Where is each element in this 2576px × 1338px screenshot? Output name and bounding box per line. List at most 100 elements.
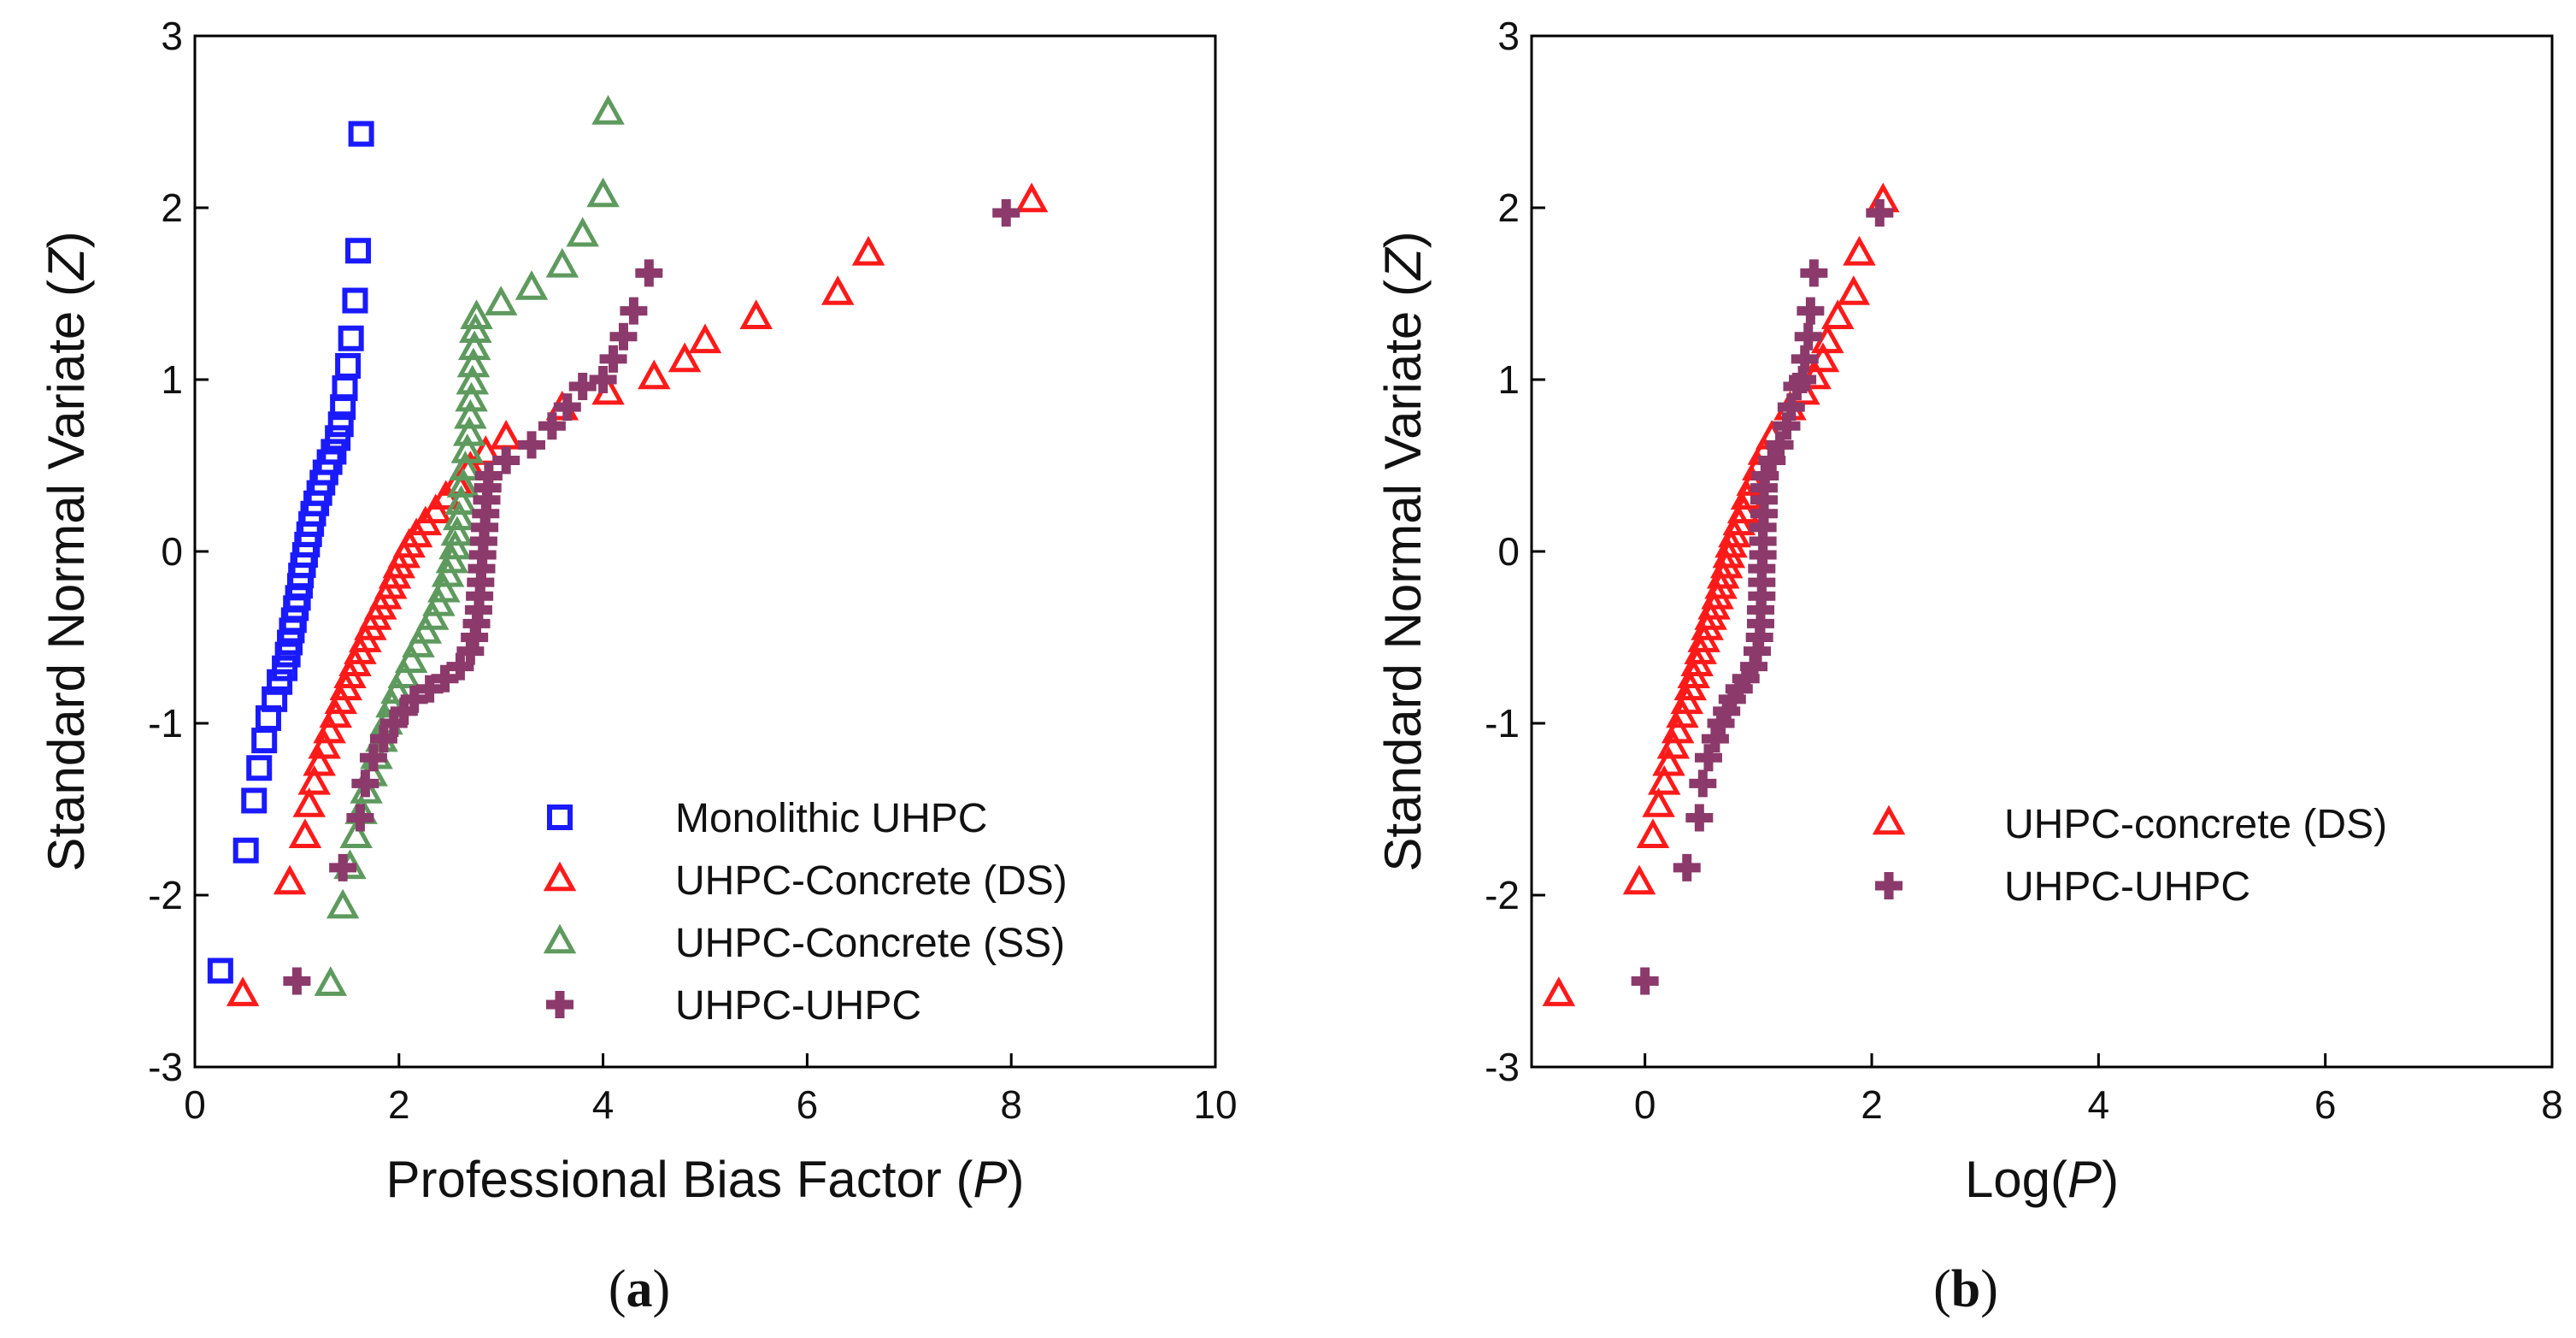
data-point bbox=[620, 297, 648, 325]
data-point bbox=[1866, 199, 1894, 227]
x-tick-label: 10 bbox=[1193, 1082, 1237, 1127]
data-point bbox=[1707, 710, 1735, 737]
data-point bbox=[321, 439, 347, 465]
data-point bbox=[461, 623, 489, 651]
data-point bbox=[1718, 685, 1746, 713]
y-tick-label: -1 bbox=[1485, 701, 1520, 746]
data-point bbox=[635, 259, 663, 287]
y-tick-label: -3 bbox=[148, 1045, 183, 1089]
data-point bbox=[273, 864, 307, 895]
legend-marker bbox=[546, 991, 573, 1018]
y-tick-label: 1 bbox=[1497, 357, 1520, 402]
data-point bbox=[369, 725, 397, 753]
data-point bbox=[851, 235, 885, 266]
data-point bbox=[303, 746, 336, 776]
data-point bbox=[267, 669, 293, 695]
data-point bbox=[435, 543, 469, 574]
data-point bbox=[313, 713, 346, 744]
data-point bbox=[246, 755, 273, 781]
legend-label: UHPC-Concrete (SS) bbox=[675, 921, 1065, 966]
legend: UHPC-concrete (DS) UHPC-UHPC bbox=[1872, 802, 2387, 910]
data-point bbox=[1661, 713, 1695, 744]
data-point bbox=[1750, 499, 1778, 528]
data-point bbox=[688, 323, 722, 354]
data-point bbox=[324, 684, 357, 715]
data-point bbox=[599, 345, 627, 373]
series-uhpc-uhpc bbox=[1631, 199, 1894, 995]
data-point bbox=[335, 352, 362, 379]
data-point bbox=[1746, 596, 1774, 624]
data-point bbox=[820, 275, 855, 305]
y-tick-label: -3 bbox=[1485, 1045, 1520, 1089]
data-point bbox=[1732, 664, 1760, 693]
data-point bbox=[1694, 744, 1722, 772]
y-tick-label: 3 bbox=[1497, 14, 1520, 58]
data-point bbox=[455, 381, 488, 412]
data-point bbox=[251, 728, 278, 754]
data-point bbox=[379, 710, 408, 737]
data-point bbox=[415, 600, 450, 630]
x-tick-label: 2 bbox=[388, 1082, 410, 1127]
data-point bbox=[387, 658, 421, 689]
data-point bbox=[454, 398, 487, 429]
data-point bbox=[591, 95, 625, 125]
legend-label: UHPC-Concrete (DS) bbox=[675, 858, 1067, 904]
data-point bbox=[1789, 366, 1817, 393]
data-point bbox=[484, 286, 518, 315]
y-tick-label: -1 bbox=[148, 701, 183, 746]
data-point bbox=[1015, 182, 1049, 213]
data-point bbox=[1744, 637, 1772, 665]
y-tick-label: -2 bbox=[148, 873, 183, 917]
data-point bbox=[638, 359, 671, 390]
data-point bbox=[283, 967, 311, 995]
data-point bbox=[1622, 864, 1656, 895]
data-point bbox=[442, 500, 476, 531]
data-point bbox=[226, 976, 260, 1006]
legend-marker bbox=[543, 861, 577, 892]
data-point bbox=[589, 366, 617, 393]
panel-label: (b) bbox=[1933, 1260, 1998, 1318]
data-point bbox=[464, 596, 492, 624]
legend-marker bbox=[1872, 805, 1906, 835]
data-point bbox=[308, 728, 341, 759]
data-point bbox=[474, 462, 503, 490]
data-point bbox=[338, 325, 364, 351]
x-axis-label: Log(P) bbox=[1965, 1151, 2119, 1208]
data-point bbox=[438, 529, 472, 560]
series-uhpc-concrete-ds bbox=[1542, 182, 1900, 1006]
data-point bbox=[1820, 299, 1855, 329]
data-point bbox=[1726, 493, 1761, 524]
data-point bbox=[460, 299, 493, 329]
data-point bbox=[1748, 582, 1776, 610]
data-point bbox=[402, 628, 435, 657]
legend-marker bbox=[547, 805, 573, 830]
data-point bbox=[444, 485, 478, 516]
y-axis-label: Standard Normal Variate (Z) bbox=[38, 231, 95, 871]
data-point bbox=[314, 966, 348, 996]
data-point bbox=[1751, 462, 1779, 490]
data-point bbox=[427, 572, 461, 603]
data-point bbox=[1794, 322, 1822, 351]
data-point bbox=[466, 582, 494, 610]
legend-label: UHPC-UHPC bbox=[675, 983, 921, 1029]
data-point bbox=[1701, 725, 1729, 753]
data-point bbox=[292, 787, 326, 817]
data-point bbox=[351, 769, 379, 798]
x-tick-label: 6 bbox=[2314, 1082, 2337, 1127]
data-point bbox=[468, 555, 496, 583]
y-axis-label: Standard Normal Variate (Z) bbox=[1374, 231, 1432, 871]
data-point bbox=[492, 446, 520, 474]
data-point bbox=[348, 121, 374, 147]
data-point bbox=[1740, 652, 1768, 681]
legend-marker bbox=[543, 923, 577, 954]
x-tick-label: 8 bbox=[2541, 1082, 2563, 1127]
data-point bbox=[1777, 393, 1805, 421]
data-point bbox=[456, 347, 491, 378]
data-point bbox=[609, 322, 638, 351]
data-point bbox=[1837, 275, 1871, 305]
data-point bbox=[449, 451, 482, 480]
data-point bbox=[1783, 373, 1811, 401]
data-point bbox=[327, 411, 354, 438]
data-point bbox=[297, 765, 331, 795]
